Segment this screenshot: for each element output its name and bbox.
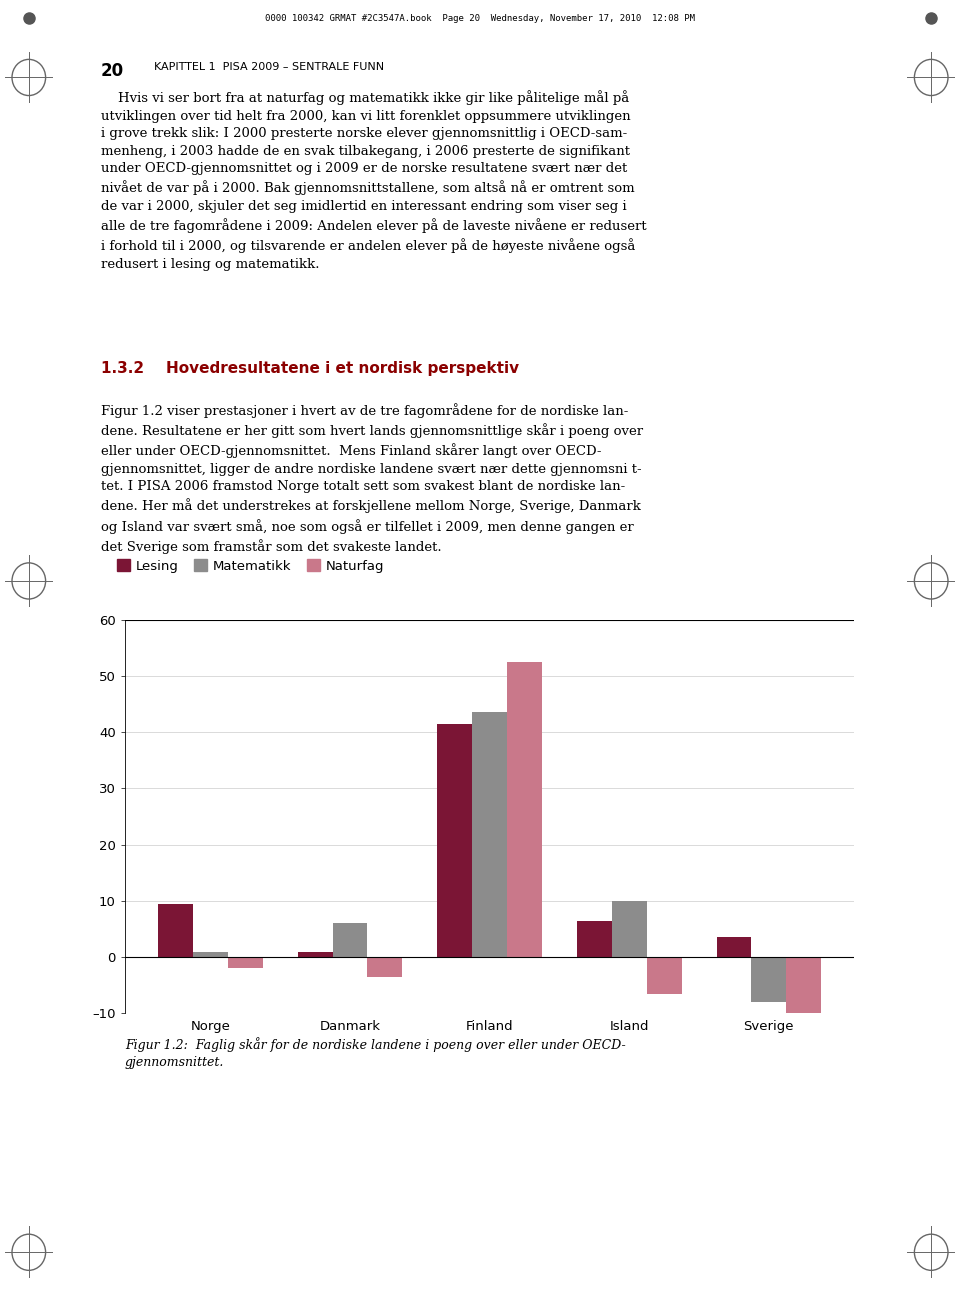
Text: 1.3.2: 1.3.2 <box>101 361 159 377</box>
Text: Figur 1.2:  Faglig skår for de nordiske landene i poeng over eller under OECD-
g: Figur 1.2: Faglig skår for de nordiske l… <box>125 1037 626 1069</box>
Text: 20: 20 <box>101 62 124 80</box>
Bar <box>193 951 228 957</box>
Bar <box>368 957 402 977</box>
Text: Figur 1.2 viser prestasjoner i hvert av de tre fagområdene for de nordiske lan-
: Figur 1.2 viser prestasjoner i hvert av … <box>101 403 643 554</box>
Bar <box>298 951 332 957</box>
Bar <box>647 957 682 994</box>
Bar <box>716 937 752 957</box>
Text: 0000 100342 GRMAT #2C3547A.book  Page 20  Wednesday, November 17, 2010  12:08 PM: 0000 100342 GRMAT #2C3547A.book Page 20 … <box>265 14 695 22</box>
Text: KAPITTEL 1  PISA 2009 – SENTRALE FUNN: KAPITTEL 1 PISA 2009 – SENTRALE FUNN <box>154 62 384 72</box>
Bar <box>228 957 263 968</box>
Bar <box>612 901 647 957</box>
Legend: Lesing, Matematikk, Naturfag: Lesing, Matematikk, Naturfag <box>117 559 384 573</box>
Bar <box>786 957 821 1013</box>
Bar <box>437 724 472 957</box>
Bar <box>158 904 193 957</box>
Bar <box>472 713 507 957</box>
Text: Hovedresultatene i et nordisk perspektiv: Hovedresultatene i et nordisk perspektiv <box>166 361 519 377</box>
Bar <box>577 920 612 957</box>
Bar <box>507 662 542 957</box>
Text: Hvis vi ser bort fra at naturfag og matematikk ikke gir like pålitelige mål på
u: Hvis vi ser bort fra at naturfag og mate… <box>101 90 646 271</box>
Bar <box>752 957 786 1002</box>
Bar <box>332 923 368 957</box>
